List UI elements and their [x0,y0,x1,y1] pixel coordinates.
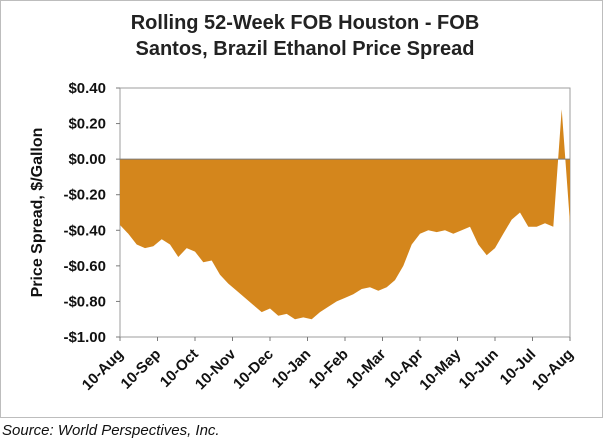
x-tick-label: 10-Jan [269,346,315,392]
y-tick-label: -$0.60 [63,258,106,275]
y-axis-label: Price Spread, $/Gallon [29,128,46,298]
y-tick-label: -$0.40 [63,222,106,239]
chart-title: Rolling 52-Week FOB Houston - FOB Santos… [60,10,550,62]
title-line-1: Rolling 52-Week FOB Houston - FOB [130,12,480,34]
x-tick-label: 10-Aug [79,346,127,394]
y-tick-label: -$0.80 [63,293,106,310]
title-line-2: Santos, Brazil Ethanol Price Spread [135,38,475,60]
y-tick-label: -$0.20 [63,187,106,204]
x-tick-label: 10-May [416,345,464,393]
series-area [120,109,570,320]
x-tick-label: 10-Sep [118,346,165,393]
x-tick-label: 10-Feb [306,346,352,392]
chart-svg: $0.40 $0.20 $0.00 -$0.20 -$0.40 -$0.60 -$0.80 -… [29,80,577,394]
source-note: Source: World Perspectives, Inc. [2,422,220,439]
y-tick-label: $0.00 [68,151,106,168]
x-tick-label: 10-Mar [343,346,389,392]
x-tick-label: 10-Dec [230,346,277,393]
y-tick-label: -$1.00 [63,329,106,346]
y-tick-label: $0.20 [68,116,106,133]
x-tick-label: 10-Jun [456,346,502,392]
x-tick-label: 10-Aug [529,346,577,394]
x-tick-label: 10-Nov [192,345,240,393]
y-tick-label: $0.40 [68,80,106,97]
